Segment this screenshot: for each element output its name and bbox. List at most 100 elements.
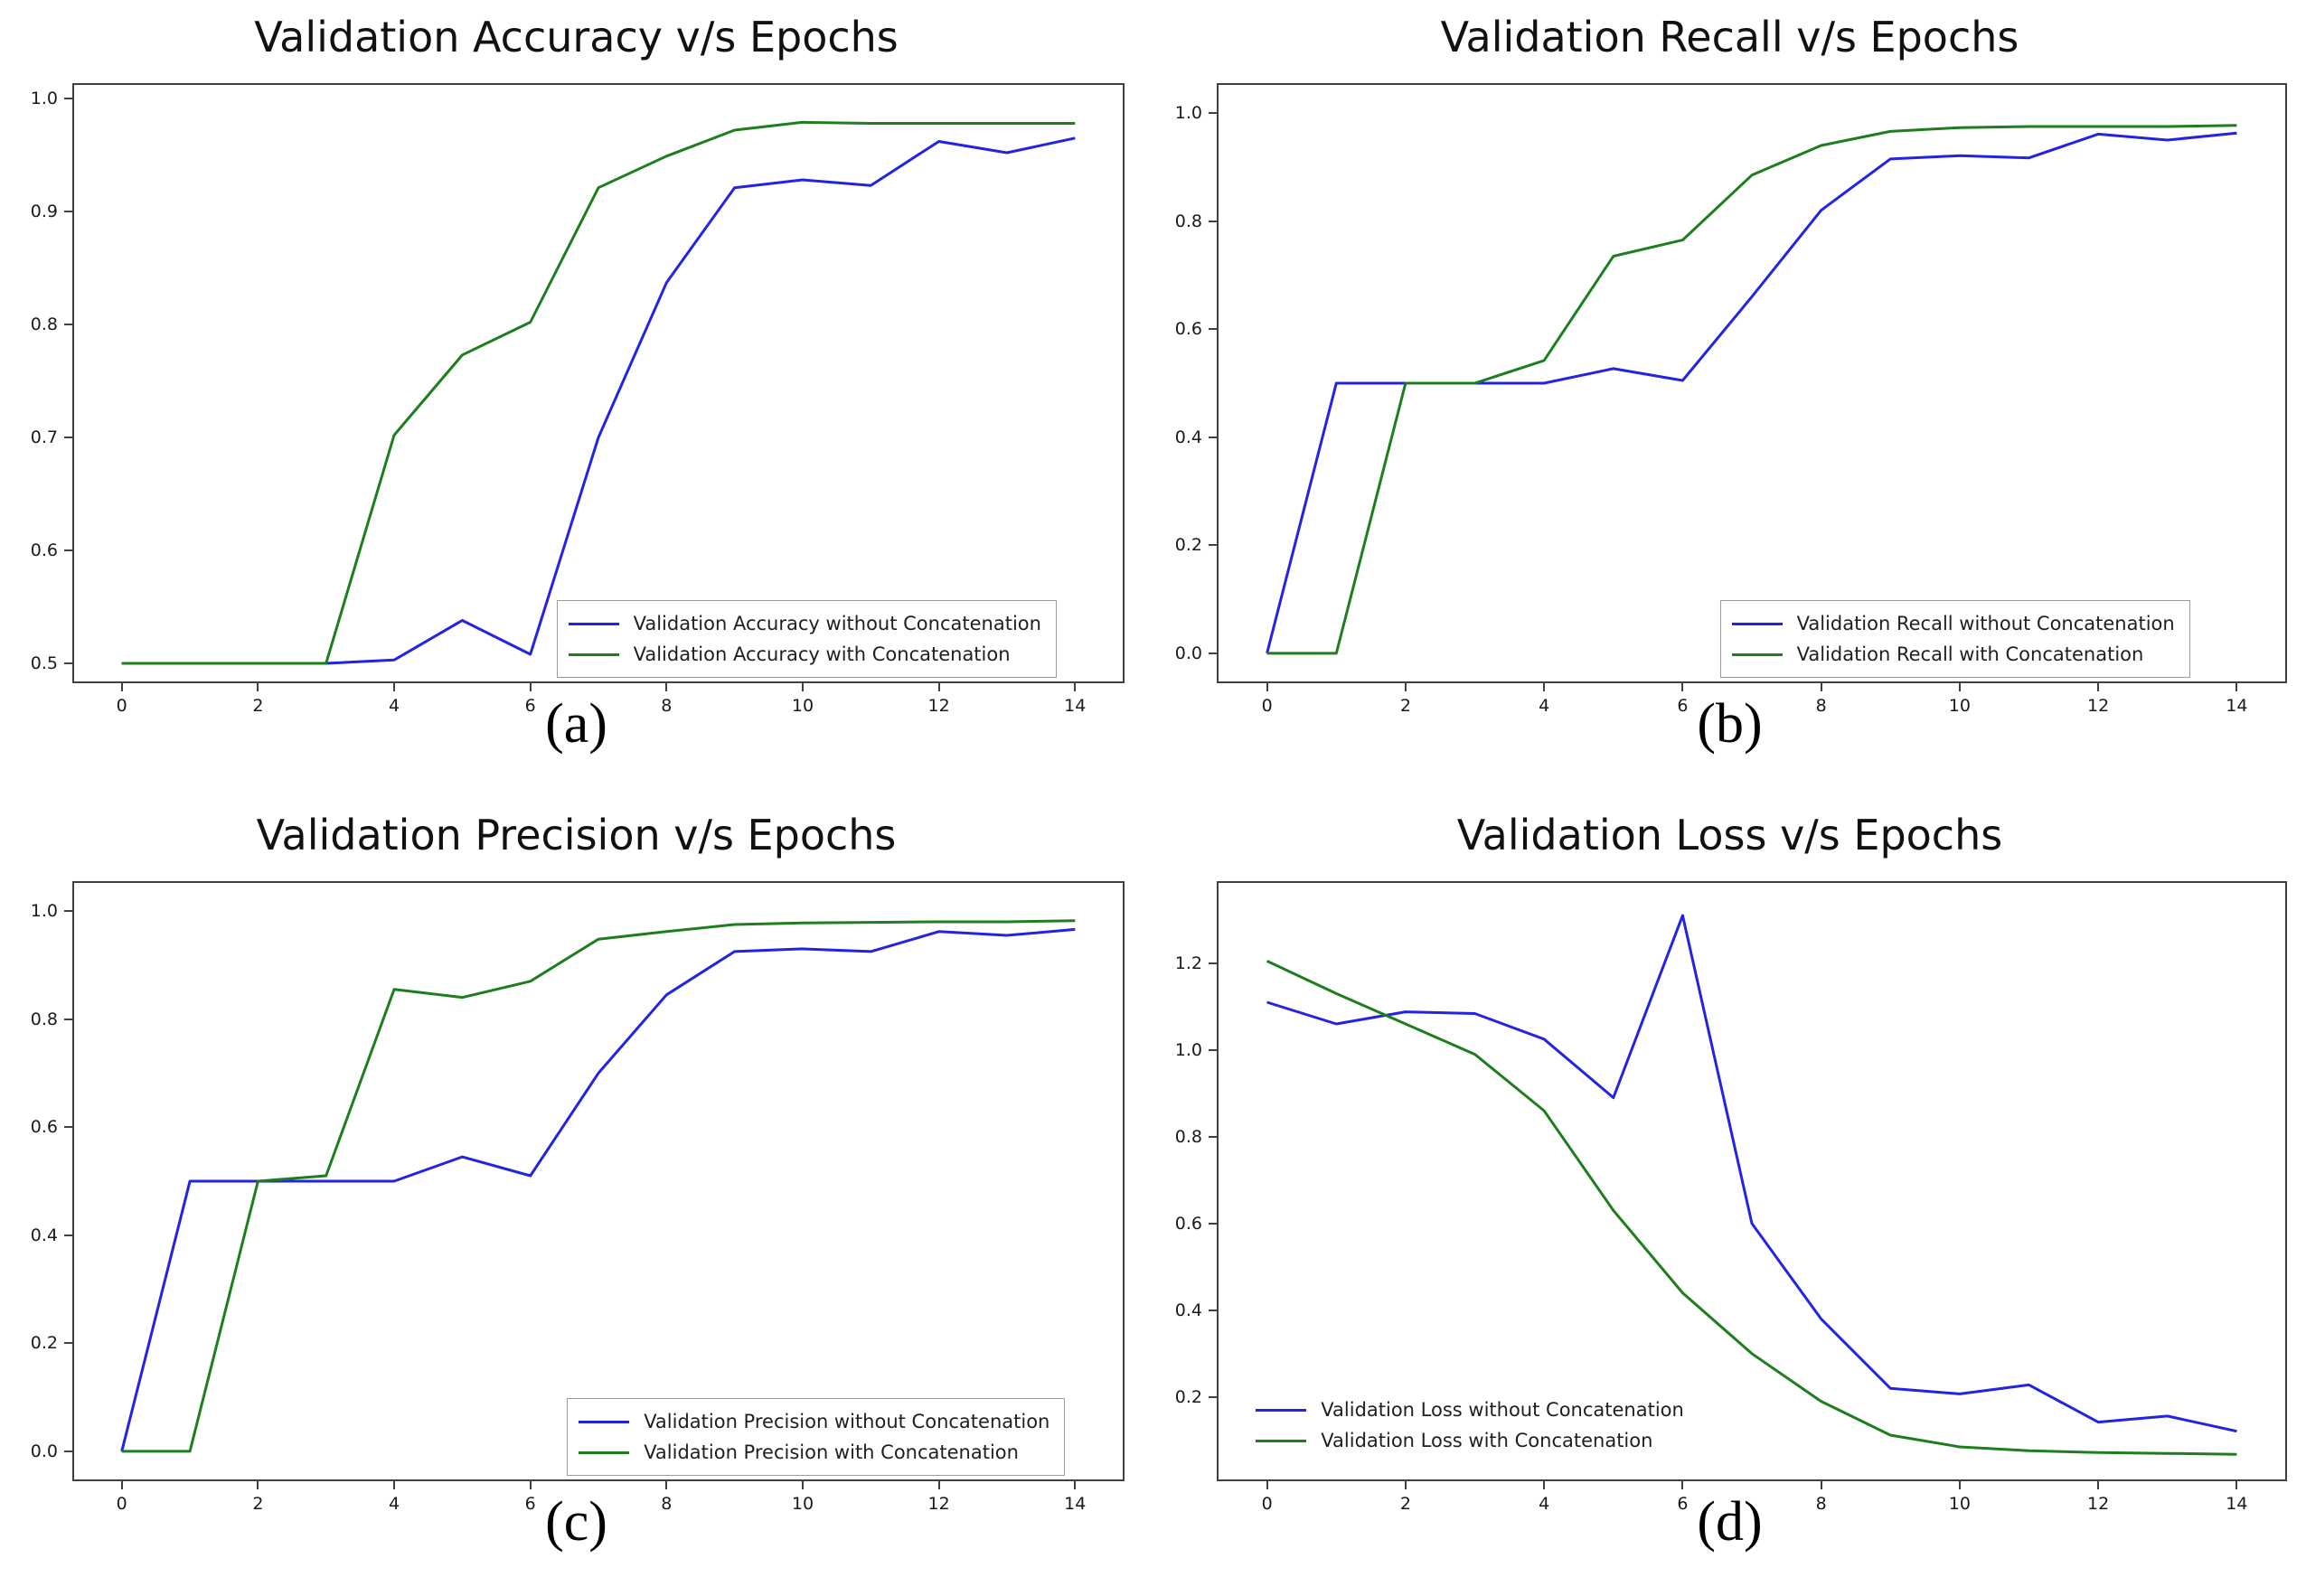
legend-line-icon	[579, 1420, 630, 1423]
x-tick-mark	[937, 1481, 940, 1489]
x-tick-mark	[393, 683, 396, 691]
y-tick-mark	[1209, 1222, 1217, 1225]
x-tick-mark	[2097, 1481, 2100, 1489]
y-tick-label: 0.8	[1174, 211, 1202, 231]
x-tick-label: 0	[116, 696, 127, 716]
plot-area-a: 0 2 4 6 8 10 12 14 0.5 0.6 0.7 0.8 0.9 1.0 Validation …	[31, 83, 1125, 716]
y-tick-label: 1.2	[1174, 953, 1202, 973]
legend-label: Validation Precision with Concatenation	[644, 1441, 1019, 1463]
x-tick-label: 10	[1948, 1494, 1971, 1514]
x-tick-label: 14	[2226, 696, 2248, 716]
x-tick-mark	[2235, 1481, 2238, 1489]
y-tick-mark	[64, 98, 72, 99]
x-tick-label: 6	[1677, 1494, 1689, 1514]
y-tick-mark	[1209, 328, 1217, 331]
y-tick-mark	[64, 1450, 72, 1452]
x-tick-label: 6	[524, 1494, 536, 1514]
y-tick-mark	[64, 662, 72, 664]
x-tick-mark	[2235, 683, 2238, 691]
x-tick-mark	[2097, 683, 2100, 691]
y-tick-mark	[64, 910, 72, 913]
legend-line-icon	[1731, 652, 1783, 656]
x-tick-mark	[1266, 1481, 1268, 1489]
legend-entry: Validation Accuracy with Concatenation	[568, 639, 1041, 670]
legend-label: Validation Accuracy with Concatenation	[633, 643, 1011, 665]
x-tick-mark	[1074, 1481, 1077, 1489]
x-tick-label: 14	[2226, 1494, 2248, 1514]
x-tick-mark	[529, 1481, 532, 1489]
y-tick-mark	[1209, 1048, 1217, 1051]
x-tick-mark	[665, 1481, 668, 1489]
legend-entry: Validation Accuracy without Concatenatio…	[568, 608, 1041, 639]
x-tick-label: 10	[1948, 696, 1971, 716]
legend-entry: Validation Recall without Concatenation	[1731, 608, 2175, 639]
y-tick-label: 1.0	[30, 89, 58, 108]
caption-b: (b)	[1697, 693, 1763, 755]
legend-label: Validation Recall with Concatenation	[1796, 643, 2144, 665]
series-line-with-a	[121, 120, 1076, 665]
legend-line-icon	[1256, 1408, 1307, 1412]
y-tick-label: 0.5	[30, 653, 58, 673]
x-tick-label: 6	[1677, 696, 1689, 716]
x-tick-mark	[1958, 683, 1961, 691]
legend-label: Validation Loss without Concatenation	[1321, 1399, 1684, 1421]
x-tick-mark	[937, 683, 940, 691]
y-tick-mark	[1209, 436, 1217, 438]
legend-label: Validation Accuracy without Concatenatio…	[633, 613, 1041, 634]
y-tick-label: 0.7	[30, 427, 58, 447]
chart-title-c: Validation Precision v/s Epochs	[256, 811, 897, 859]
y-tick-mark	[64, 1342, 72, 1345]
y-tick-mark	[1209, 220, 1217, 222]
legend-entry: Validation Loss without Concatenation	[1256, 1394, 1684, 1425]
subplot-a: Validation Accuracy v/s Epochs 0 2 4 6 8 10 12…	[0, 0, 1153, 798]
x-tick-mark	[1543, 683, 1546, 691]
caption-d: (d)	[1697, 1491, 1763, 1553]
x-tick-mark	[257, 1481, 259, 1489]
x-tick-label: 12	[927, 1494, 950, 1514]
x-tick-mark	[1958, 1481, 1961, 1489]
y-tick-mark	[1209, 1395, 1217, 1398]
y-tick-label: 0.4	[1174, 1300, 1202, 1320]
x-tick-mark	[1074, 683, 1077, 691]
x-tick-label: 2	[1399, 1494, 1411, 1514]
x-tick-label: 8	[1815, 696, 1827, 716]
y-tick-mark	[64, 1126, 72, 1129]
x-tick-label: 2	[252, 696, 264, 716]
series-line-without-c	[120, 927, 1076, 1452]
x-tick-label: 12	[927, 696, 950, 716]
y-tick-label: 0.0	[30, 1441, 58, 1461]
y-tick-mark	[1209, 112, 1217, 115]
x-tick-label: 10	[791, 696, 814, 716]
x-tick-label: 4	[1539, 1494, 1550, 1514]
y-tick-mark	[1209, 652, 1217, 654]
y-tick-label: 0.2	[30, 1333, 58, 1354]
x-tick-mark	[801, 1481, 804, 1489]
x-tick-mark	[120, 1481, 123, 1489]
x-tick-label: 12	[2087, 1494, 2110, 1514]
y-tick-label: 0.4	[1174, 427, 1202, 447]
y-tick-label: 0.9	[30, 202, 58, 221]
x-tick-label: 2	[252, 1494, 264, 1514]
y-tick-mark	[1209, 544, 1217, 547]
y-tick-label: 0.2	[1174, 535, 1202, 556]
legend-line-icon	[1731, 622, 1783, 625]
legend-label: Validation Loss with Concatenation	[1321, 1430, 1653, 1451]
x-tick-mark	[1681, 1481, 1684, 1489]
y-tick-mark	[64, 324, 72, 325]
legend-label: Validation Precision without Concatenati…	[644, 1411, 1050, 1432]
y-tick-label: 0.8	[1174, 1126, 1202, 1147]
chart-title-a: Validation Accuracy v/s Epochs	[254, 13, 899, 61]
x-tick-mark	[393, 1481, 396, 1489]
x-tick-label: 6	[524, 696, 536, 716]
legend-d: Validation Loss without Concatenation Val…	[1256, 1394, 1684, 1456]
chart-canvas-d	[1266, 914, 2237, 1456]
y-tick-label: 0.2	[1174, 1386, 1202, 1407]
legend-a: Validation Accuracy without Concatenatio…	[556, 600, 1057, 678]
chart-title-d: Validation Loss v/s Epochs	[1456, 811, 2003, 859]
x-tick-mark	[257, 683, 259, 691]
x-tick-label: 8	[1815, 1494, 1827, 1514]
x-tick-mark	[1820, 683, 1822, 691]
chart-canvas-a	[121, 120, 1076, 665]
x-tick-label: 0	[1261, 696, 1273, 716]
